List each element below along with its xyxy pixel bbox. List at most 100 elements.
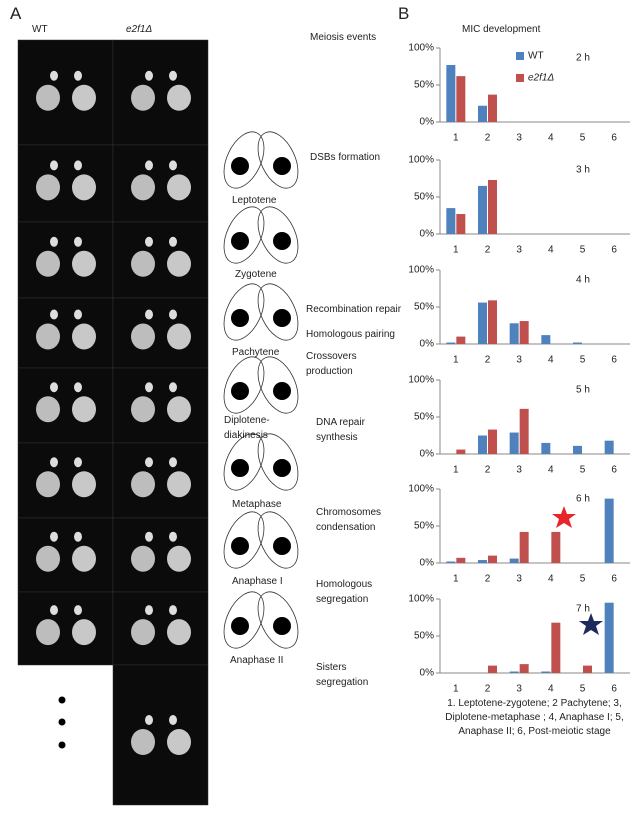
nucleus [131, 619, 155, 646]
micronucleus [50, 457, 58, 468]
micronucleus [145, 70, 153, 81]
stage-label: Leptotene [232, 195, 277, 206]
micronucleus [74, 382, 82, 393]
nucleus [131, 729, 155, 755]
y-tick-label: 100% [408, 594, 434, 605]
y-tick-label: 50% [414, 521, 434, 532]
panel-title: MIC development [462, 24, 541, 35]
nucleus [167, 619, 191, 646]
bar [573, 445, 582, 454]
nucleus [273, 617, 291, 635]
nucleus [72, 471, 96, 498]
nucleus [36, 471, 60, 498]
nucleus [131, 250, 155, 277]
chart-title: 5 h [576, 385, 590, 396]
nucleus [273, 157, 291, 175]
x-tick-label: 1 [453, 355, 459, 366]
micronucleus [169, 715, 177, 725]
legend-swatch [516, 52, 524, 60]
bar [604, 498, 614, 563]
bar [541, 335, 551, 344]
x-tick-label: 6 [611, 684, 617, 695]
event-label: Chromosomes condensation [316, 507, 382, 533]
event-label: DNA repair synthesis [316, 417, 365, 443]
micrograph [17, 442, 114, 519]
micrograph [112, 39, 209, 146]
micronucleus [145, 715, 153, 725]
x-tick-label: 3 [516, 133, 522, 144]
nucleus [36, 250, 60, 277]
column-label: e2f1Δ [126, 24, 153, 35]
events-title: Meiosis events [310, 32, 377, 43]
bar [541, 671, 551, 673]
x-tick-label: 1 [453, 465, 459, 476]
y-tick-label: 50% [414, 80, 434, 91]
micronucleus [74, 236, 82, 247]
micrograph [112, 591, 209, 666]
bar [551, 622, 561, 673]
micronucleus [169, 531, 177, 542]
nucleus [231, 157, 249, 175]
bar [446, 65, 456, 122]
x-tick-label: 2 [485, 465, 491, 476]
bar [519, 408, 529, 454]
x-tick-label: 6 [611, 574, 617, 585]
micronucleus [145, 309, 153, 320]
star [579, 613, 603, 635]
micronucleus [50, 309, 58, 320]
y-tick-label: 100% [408, 375, 434, 386]
cell-outline [223, 131, 265, 189]
micronucleus [169, 605, 177, 616]
nucleus [72, 545, 96, 572]
micronucleus [169, 160, 177, 171]
x-tick-label: 6 [611, 355, 617, 366]
cell-outline [223, 591, 265, 649]
nucleus [36, 396, 60, 423]
x-tick-label: 3 [516, 245, 522, 256]
event-label: Sisters segregation [316, 662, 369, 688]
legend-swatch [516, 74, 524, 82]
micronucleus [74, 309, 82, 320]
panel-label: A [10, 4, 22, 23]
nucleus [231, 537, 249, 555]
nucleus [231, 232, 249, 250]
x-tick-label: 4 [548, 245, 554, 256]
bar [519, 321, 529, 344]
x-tick-label: 1 [453, 684, 459, 695]
micrograph [17, 591, 114, 666]
micronucleus [145, 457, 153, 468]
y-tick-label: 0% [420, 117, 435, 128]
bar [604, 440, 614, 454]
x-tick-label: 4 [548, 684, 554, 695]
micronucleus [145, 160, 153, 171]
x-tick-label: 5 [580, 684, 586, 695]
micrograph [112, 297, 209, 369]
event-label: Homologous pairing [306, 329, 395, 340]
micrograph [112, 442, 209, 519]
nucleus [36, 174, 60, 201]
x-tick-label: 2 [485, 684, 491, 695]
micronucleus [74, 531, 82, 542]
cell-outline [257, 511, 299, 569]
chart-title: 3 h [576, 165, 590, 176]
bar [446, 561, 456, 563]
bar [456, 557, 466, 563]
stage-label: Zygotene [235, 269, 277, 280]
event-label: Homologous segregation [316, 579, 373, 605]
x-tick-label: 3 [516, 355, 522, 366]
y-tick-label: 0% [420, 449, 435, 460]
bar [509, 323, 519, 344]
bar [583, 665, 592, 673]
x-tick-label: 6 [611, 245, 617, 256]
bar [478, 105, 487, 122]
micrograph [112, 144, 209, 223]
caption: 1. Leptotene-zygotene; 2 Pachytene; 3, D… [445, 698, 624, 737]
micrograph [17, 39, 114, 146]
x-tick-label: 1 [453, 245, 459, 256]
x-tick-label: 1 [453, 133, 459, 144]
micronucleus [74, 605, 82, 616]
nucleus [72, 619, 96, 646]
bar [488, 555, 497, 563]
x-tick-label: 4 [548, 355, 554, 366]
